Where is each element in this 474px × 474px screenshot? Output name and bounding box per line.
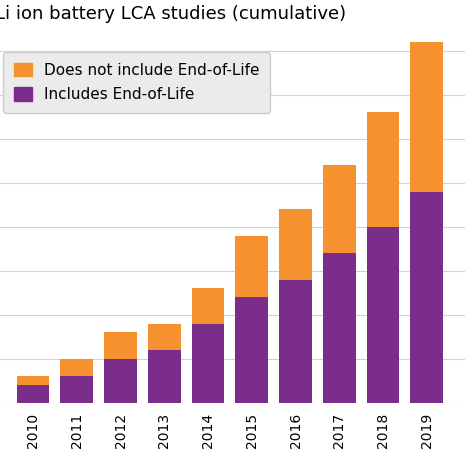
Bar	[60, 359, 93, 376]
Bar	[104, 359, 137, 403]
Bar	[191, 289, 224, 324]
Bar	[410, 42, 443, 191]
Bar	[323, 165, 356, 253]
Bar	[17, 376, 49, 385]
Bar	[191, 324, 224, 403]
Bar	[60, 376, 93, 403]
Bar	[279, 209, 312, 280]
Bar	[410, 191, 443, 403]
Bar	[323, 253, 356, 403]
Legend: Does not include End-of-Life, Includes End-of-Life: Does not include End-of-Life, Includes E…	[3, 52, 270, 113]
Bar	[236, 236, 268, 297]
Bar	[366, 112, 400, 227]
Bar	[279, 280, 312, 403]
Bar	[148, 324, 181, 350]
Text: Li ion battery LCA studies (cumulative): Li ion battery LCA studies (cumulative)	[0, 5, 346, 23]
Bar	[17, 385, 49, 403]
Bar	[366, 227, 400, 403]
Bar	[148, 350, 181, 403]
Bar	[104, 332, 137, 359]
Bar	[236, 297, 268, 403]
